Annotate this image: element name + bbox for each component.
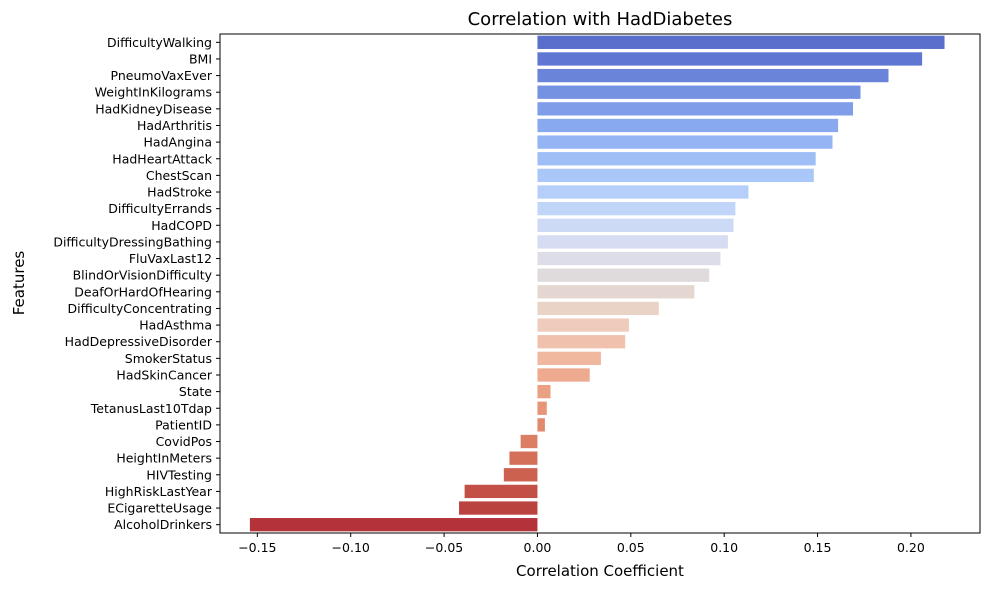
x-tick-label: −0.10 bbox=[332, 540, 370, 555]
bar-HadDepressiveDisorder bbox=[537, 335, 626, 349]
y-tick-label: ECigaretteUsage bbox=[107, 501, 212, 516]
bar-ECigaretteUsage bbox=[459, 501, 538, 515]
bar-CovidPos bbox=[520, 434, 538, 449]
bar-HadSkinCancer bbox=[537, 368, 590, 382]
y-tick-label: State bbox=[179, 384, 212, 399]
bar-HighRiskLastYear bbox=[464, 484, 538, 499]
y-tick-label: TetanusLast10Tdap bbox=[90, 401, 212, 416]
x-axis-label: Correlation Coefficient bbox=[516, 562, 684, 580]
y-tick-label: CovidPos bbox=[156, 434, 212, 449]
y-tick-label: HadCOPD bbox=[151, 218, 212, 233]
bar-State bbox=[537, 384, 551, 399]
y-tick-label: HadDepressiveDisorder bbox=[65, 334, 213, 349]
bar-DifficultyDressingBathing bbox=[537, 235, 728, 249]
x-tick-label: 0.15 bbox=[804, 540, 832, 555]
y-tick-label: SmokerStatus bbox=[125, 351, 212, 366]
x-axis-ticks: −0.15 −0.10 −0.05 0.00 0.05 0.10 0.15 0.20 bbox=[238, 533, 925, 555]
y-tick-label: HIVTesting bbox=[146, 467, 212, 482]
bar-BMI bbox=[537, 52, 923, 66]
y-tick-label: PneumoVaxEver bbox=[111, 68, 213, 83]
y-axis-label: Features bbox=[10, 251, 28, 316]
bar-HadStroke bbox=[537, 185, 749, 199]
y-tick-label: PatientID bbox=[155, 417, 212, 432]
bar-SmokerStatus bbox=[537, 351, 601, 366]
y-tick-label: HeightInMeters bbox=[116, 451, 212, 466]
y-tick-label: FluVaxLast12 bbox=[129, 251, 212, 266]
y-tick-label: BMI bbox=[189, 51, 212, 66]
bar-TetanusLast10Tdap bbox=[537, 401, 547, 415]
y-tick-label: DifficultyDressingBathing bbox=[53, 234, 212, 249]
bar-HadCOPD bbox=[537, 218, 734, 232]
plot-frame bbox=[219, 33, 981, 534]
y-tick-label: WeightInKilograms bbox=[95, 85, 212, 100]
y-tick-label: HadArthritis bbox=[137, 118, 212, 133]
y-tick-label: DeafOrHardOfHearing bbox=[74, 284, 212, 299]
bar-DeafOrHardOfHearing bbox=[537, 285, 695, 299]
y-tick-label: HadAsthma bbox=[139, 318, 212, 333]
bar-HadArthritis bbox=[537, 118, 839, 133]
y-tick-label: HadStroke bbox=[147, 185, 212, 200]
bar-HadHeartAttack bbox=[537, 152, 816, 166]
bars-group bbox=[249, 35, 945, 532]
bar-FluVaxLast12 bbox=[537, 251, 721, 266]
x-tick-label: 0.10 bbox=[710, 540, 738, 555]
y-tick-label: HighRiskLastYear bbox=[105, 484, 213, 499]
y-tick-label: DifficultyErrands bbox=[108, 201, 212, 216]
x-tick-label: −0.05 bbox=[425, 540, 463, 555]
chart-title: Correlation with HadDiabetes bbox=[468, 9, 733, 30]
bar-ChestScan bbox=[537, 168, 814, 183]
bar-HadAsthma bbox=[537, 318, 629, 332]
bar-PatientID bbox=[537, 418, 545, 432]
y-tick-label: DifficultyConcentrating bbox=[68, 301, 212, 316]
x-tick-label: 0.00 bbox=[524, 540, 552, 555]
bar-HIVTesting bbox=[503, 468, 538, 482]
y-tick-label: BlindOrVisionDifficulty bbox=[73, 268, 213, 283]
bar-WeightInKilograms bbox=[537, 85, 861, 99]
y-tick-label: ChestScan bbox=[146, 168, 212, 183]
bar-HadAngina bbox=[537, 135, 833, 149]
bar-BlindOrVisionDifficulty bbox=[537, 268, 710, 282]
bar-HeightInMeters bbox=[509, 451, 538, 465]
x-tick-label: 0.05 bbox=[617, 540, 645, 555]
y-tick-label: DifficultyWalking bbox=[107, 35, 212, 50]
bar-DifficultyErrands bbox=[537, 201, 736, 216]
y-tick-label: HadHeartAttack bbox=[112, 151, 212, 166]
bar-PneumoVaxEver bbox=[537, 68, 889, 83]
y-tick-label: HadSkinCancer bbox=[116, 367, 212, 382]
y-tick-label: HadAngina bbox=[144, 135, 212, 150]
y-tick-label: HadKidneyDisease bbox=[95, 101, 212, 116]
bar-DifficultyWalking bbox=[537, 35, 945, 49]
x-tick-label: −0.15 bbox=[238, 540, 276, 555]
bar-HadKidneyDisease bbox=[537, 102, 854, 116]
bar-DifficultyConcentrating bbox=[537, 301, 659, 316]
y-tick-label: AlcoholDrinkers bbox=[114, 517, 212, 532]
bar-AlcoholDrinkers bbox=[249, 518, 538, 532]
x-tick-label: 0.20 bbox=[897, 540, 925, 555]
